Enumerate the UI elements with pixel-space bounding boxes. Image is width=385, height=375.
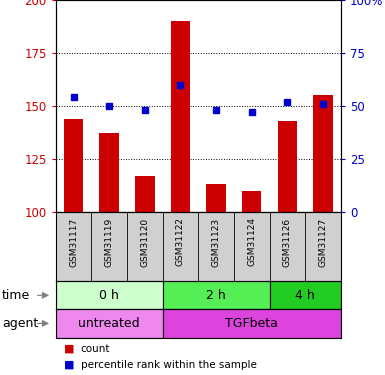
- Bar: [206, 184, 226, 212]
- Text: count: count: [81, 344, 110, 354]
- Text: ■: ■: [64, 360, 74, 369]
- Text: GSM31117: GSM31117: [69, 217, 78, 267]
- Text: 0 h: 0 h: [99, 289, 119, 302]
- Text: TGFbeta: TGFbeta: [225, 317, 278, 330]
- Text: 4 h: 4 h: [295, 289, 315, 302]
- Bar: [64, 118, 84, 212]
- Bar: [270, 281, 341, 309]
- Bar: [56, 281, 162, 309]
- Bar: [99, 134, 119, 212]
- Bar: [135, 176, 155, 212]
- Text: time: time: [2, 289, 30, 302]
- Text: GSM31127: GSM31127: [318, 217, 327, 267]
- Bar: [313, 95, 333, 212]
- Text: percentile rank within the sample: percentile rank within the sample: [81, 360, 257, 369]
- Text: GSM31122: GSM31122: [176, 217, 185, 266]
- Bar: [163, 281, 270, 309]
- Text: agent: agent: [2, 317, 38, 330]
- Bar: [278, 121, 297, 212]
- Bar: [163, 309, 341, 338]
- Bar: [56, 309, 162, 338]
- Text: untreated: untreated: [79, 317, 140, 330]
- Text: 2 h: 2 h: [206, 289, 226, 302]
- Bar: [171, 21, 190, 212]
- Text: GSM31119: GSM31119: [105, 217, 114, 267]
- Bar: [242, 190, 261, 212]
- Text: ■: ■: [64, 344, 74, 354]
- Text: GSM31124: GSM31124: [247, 217, 256, 266]
- Text: GSM31126: GSM31126: [283, 217, 292, 267]
- Text: GSM31123: GSM31123: [212, 217, 221, 267]
- Text: GSM31120: GSM31120: [141, 217, 149, 267]
